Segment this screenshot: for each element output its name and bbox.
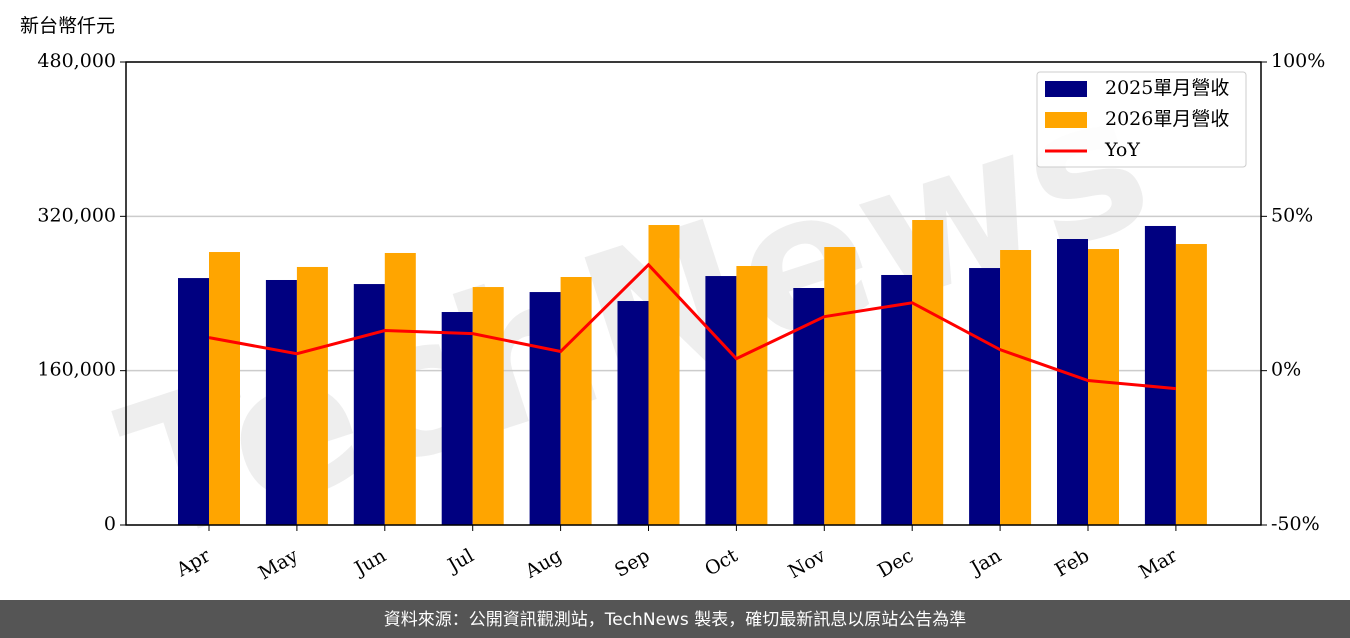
bar <box>648 225 680 525</box>
x-tick-label: Jun <box>349 545 390 581</box>
bar <box>1088 249 1119 525</box>
bar <box>969 268 1001 525</box>
legend-label: 2025單月營收 <box>1105 77 1229 99</box>
x-tick-label: Mar <box>1135 544 1181 583</box>
bar <box>296 266 328 525</box>
y2-tick-label: 100% <box>1271 50 1325 72</box>
bar <box>472 287 504 525</box>
line-series <box>208 262 1177 391</box>
bar <box>881 274 913 525</box>
bar <box>824 247 856 525</box>
legend-box <box>1036 71 1247 168</box>
bar <box>353 284 385 525</box>
x-tick-label: Dec <box>874 545 917 583</box>
bar <box>736 266 768 525</box>
x-tick-label: Feb <box>1051 545 1093 582</box>
y2-tick-label: 50% <box>1271 204 1313 226</box>
bar <box>705 276 737 525</box>
bar <box>441 312 473 525</box>
bar <box>1175 244 1207 525</box>
y-axis-label: 新台幣仟元 <box>20 15 115 37</box>
x-tick-label: Nov <box>785 544 830 583</box>
y2-tick-label: 0% <box>1271 359 1301 381</box>
x-tick-label: Oct <box>701 544 742 580</box>
y-tick-label: 0 <box>104 513 116 535</box>
x-tick-label: Aug <box>521 545 566 584</box>
legend-swatch <box>1045 112 1087 128</box>
bar <box>209 252 240 525</box>
footer-text: 資料來源：公開資訊觀測站，TechNews 製表，確切最新訊息以原站公告為準 <box>384 610 966 630</box>
bar <box>384 252 416 526</box>
bar <box>1144 225 1176 525</box>
bar <box>1057 239 1088 525</box>
bar <box>617 301 649 525</box>
bar <box>1000 249 1032 525</box>
bar <box>912 219 944 525</box>
y-tick-label: 480,000 <box>37 50 116 72</box>
x-tick-label: Jul <box>443 545 478 578</box>
bar <box>265 279 297 525</box>
bar <box>560 277 592 525</box>
legend-label: 2026單月營收 <box>1105 108 1229 130</box>
bar <box>178 278 209 525</box>
legend-label: YoY <box>1104 139 1140 161</box>
y2-tick-label: -50% <box>1271 513 1320 535</box>
x-tick-label: Jan <box>965 545 1005 581</box>
bar <box>529 292 561 525</box>
legend-swatch <box>1045 81 1087 97</box>
x-tick-label: Sep <box>611 545 654 582</box>
y-tick-label: 320,000 <box>37 204 116 226</box>
footer-bar <box>0 600 1350 638</box>
plot-frame <box>125 61 1262 526</box>
y-tick-label: 160,000 <box>37 359 116 381</box>
